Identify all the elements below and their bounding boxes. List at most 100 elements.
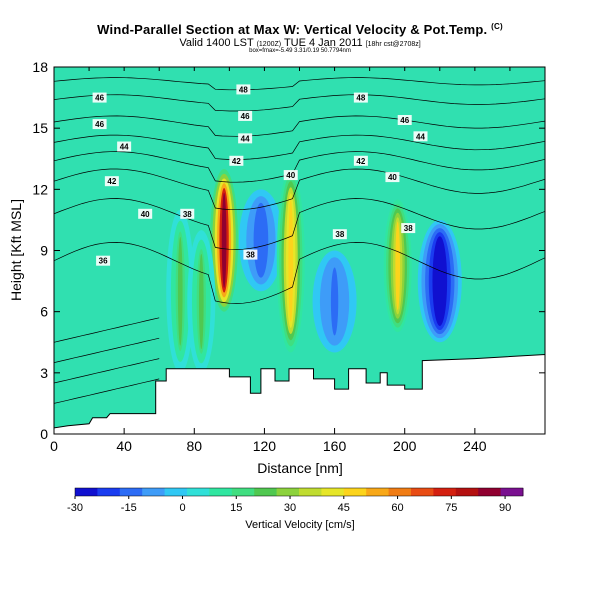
contour-label: 40 xyxy=(283,170,298,181)
colorbar-tick-label: 60 xyxy=(391,502,403,514)
contour-label: 46 xyxy=(238,110,253,121)
isentrope-line xyxy=(54,358,160,384)
colorbar-swatch xyxy=(343,488,367,496)
x-tick-label: 120 xyxy=(253,438,277,454)
updraft-core xyxy=(288,199,294,322)
colorbar-swatch xyxy=(231,488,255,496)
colorbar-swatch xyxy=(164,488,188,496)
isentrope-line xyxy=(54,317,160,343)
colorbar-swatch xyxy=(276,488,300,496)
colorbar-swatch xyxy=(97,488,121,496)
x-axis: 0 40 80 120 160 200 240 xyxy=(50,67,546,454)
updraft-core xyxy=(177,236,183,346)
contour-label: 42 xyxy=(104,176,119,187)
y-tick-label: 15 xyxy=(32,120,48,136)
chart-title: Wind-Parallel Section at Max W: Vertical… xyxy=(97,22,503,37)
svg-text:38: 38 xyxy=(335,230,344,239)
colorbar-swatch xyxy=(209,488,233,496)
svg-text:36: 36 xyxy=(99,257,108,266)
x-tick-label: 40 xyxy=(116,438,132,454)
isentrope-line xyxy=(54,151,545,183)
forecast-run: [18hr cst@2708z] xyxy=(365,41,421,48)
colorbar-swatch xyxy=(388,488,412,496)
updraft-core xyxy=(221,192,227,288)
x-tick-label: 160 xyxy=(323,438,347,454)
svg-text:40: 40 xyxy=(286,171,295,180)
svg-text:40: 40 xyxy=(141,210,150,219)
contour-label: 46 xyxy=(92,92,107,103)
colorbar-swatch xyxy=(142,488,166,496)
y-axis-label: Height [Kft MSL] xyxy=(8,199,24,301)
isentrope-line xyxy=(54,337,160,363)
isentrope-line xyxy=(54,242,545,304)
downdraft-core xyxy=(436,240,444,322)
contour-label: 46 xyxy=(92,119,107,130)
contour-label: 44 xyxy=(117,141,132,152)
isentrope-line xyxy=(54,115,545,137)
copyright-mark: (C) xyxy=(491,22,503,31)
colorbar-swatch xyxy=(411,488,434,496)
svg-text:48: 48 xyxy=(239,85,248,94)
contour-label: 44 xyxy=(413,131,428,142)
contour-label: 42 xyxy=(353,155,368,166)
x-tick-label: 200 xyxy=(393,438,417,454)
downdraft-core xyxy=(330,267,339,336)
colorbar-swatch xyxy=(478,488,502,496)
forecast-date: TUE 4 Jan 2011 xyxy=(283,37,363,49)
colorbar-swatch xyxy=(366,488,390,496)
colorbar-tick-label: -15 xyxy=(121,502,137,514)
updraft-core xyxy=(395,221,401,310)
isentrope-line xyxy=(54,198,545,250)
isentrope-line xyxy=(54,378,160,404)
box-note: box=fmax=-5.49 3.31/0.19 50.7794nm xyxy=(249,48,351,54)
y-tick-label: 12 xyxy=(32,181,48,197)
contour-label: 36 xyxy=(96,255,111,266)
colorbar-tick-label: 45 xyxy=(338,502,350,514)
contour-label: 38 xyxy=(332,229,347,240)
svg-text:38: 38 xyxy=(246,251,255,260)
svg-text:38: 38 xyxy=(183,210,192,219)
contour-label: 38 xyxy=(243,249,258,260)
svg-text:46: 46 xyxy=(95,120,104,129)
svg-text:38: 38 xyxy=(404,224,413,233)
colorbar-tick-label: 15 xyxy=(230,502,242,514)
y-tick-label: 9 xyxy=(40,243,48,259)
colorbar-label: Vertical Velocity [cm/s] xyxy=(245,519,354,531)
svg-text:44: 44 xyxy=(416,132,425,141)
colorbar-tick-label: 30 xyxy=(284,502,296,514)
svg-text:42: 42 xyxy=(232,157,241,166)
colorbar-swatch xyxy=(254,488,278,496)
svg-text:44: 44 xyxy=(241,134,250,143)
colorbar-tick-label: 0 xyxy=(179,502,185,514)
x-tick-label: 0 xyxy=(50,438,58,454)
contour-label: 38 xyxy=(180,208,195,219)
svg-text:40: 40 xyxy=(388,173,397,182)
y-tick-label: 6 xyxy=(40,304,48,320)
theta-contours xyxy=(54,77,545,404)
valid-time: Valid 1400 LST xyxy=(179,37,254,49)
colorbar-swatch xyxy=(119,488,143,496)
colorbar-tick-label: 75 xyxy=(445,502,457,514)
isentrope-line xyxy=(54,77,545,91)
y-tick-label: 18 xyxy=(32,59,48,75)
x-tick-label: 240 xyxy=(463,438,487,454)
downdraft-core xyxy=(257,206,265,275)
colorbar-tick-label: 90 xyxy=(499,502,511,514)
contour-label: 44 xyxy=(238,133,253,144)
isentrope-line xyxy=(54,168,545,211)
x-axis-label: Distance [nm] xyxy=(257,460,343,476)
isentrope-line xyxy=(54,94,545,112)
svg-text:46: 46 xyxy=(241,112,250,121)
x-tick-label: 80 xyxy=(186,438,202,454)
colorbar-tick-label: -30 xyxy=(67,502,83,514)
colorbar: -30 -15 0 15 30 45 60 75 90 xyxy=(67,487,524,514)
svg-text:46: 46 xyxy=(400,116,409,125)
contour-label: 38 xyxy=(401,223,416,234)
colorbar-swatch xyxy=(500,488,524,496)
utc-time: (1200Z) xyxy=(256,41,282,48)
colorbar-swatch xyxy=(75,488,98,496)
svg-text:48: 48 xyxy=(356,94,365,103)
contour-labels: 46 48 48 46 46 46 44 44 44 42 42 40 40 42 40 38 38 38 38 36 xyxy=(92,84,428,266)
